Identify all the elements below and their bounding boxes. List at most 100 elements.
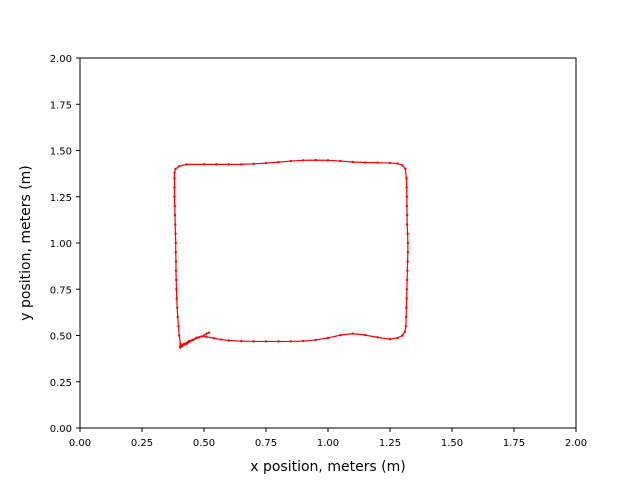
trajectory-point [405, 278, 409, 282]
trajectory-point [406, 232, 409, 235]
trajectory-point [351, 332, 354, 335]
trajectory-point [174, 223, 177, 226]
trajectory-point [195, 336, 198, 339]
trajectory-point [173, 186, 176, 189]
trajectory-point [173, 195, 176, 198]
x-tick-label: 0.25 [131, 438, 153, 449]
trajectory-point [182, 342, 186, 346]
trajectory-point [176, 315, 179, 319]
trajectory-point [277, 340, 280, 343]
trajectory-point [339, 159, 342, 163]
trajectory-point [277, 160, 280, 164]
trajectory-point [326, 159, 330, 162]
trajectory-point [403, 330, 407, 333]
trajectory-point [406, 251, 410, 254]
trajectory-point [405, 214, 409, 217]
trajectory-point [314, 158, 317, 162]
trajectory-point [404, 167, 407, 171]
trajectory-point [177, 325, 180, 328]
y-axis-label: y position, meters (m) [18, 165, 34, 321]
trajectory-point [185, 342, 188, 346]
trajectory-point [174, 167, 177, 171]
x-tick-label: 1.75 [503, 438, 525, 449]
trajectory-point [200, 335, 203, 338]
y-tick-label: 1.50 [50, 147, 72, 158]
trajectory-point [197, 336, 201, 339]
trajectory-point [405, 288, 409, 291]
y-tick-label: 0.75 [50, 285, 72, 296]
trajectory-point [173, 177, 176, 180]
x-tick-label: 1.00 [317, 438, 339, 449]
trajectory-point [215, 163, 218, 166]
trajectory-point [376, 161, 379, 164]
trajectory-point [173, 204, 176, 208]
trajectory-point [179, 342, 182, 346]
trajectory-point [404, 315, 408, 319]
trajectory-point [405, 186, 408, 189]
trajectory-point [264, 340, 268, 343]
x-tick-label: 0.00 [69, 438, 91, 449]
trajectory-point [174, 260, 178, 263]
trajectory-point [388, 338, 392, 341]
trajectory-point [302, 159, 305, 162]
y-tick-label: 1.75 [50, 100, 72, 111]
trajectory-point [252, 162, 255, 166]
trajectory-point [406, 269, 409, 272]
trajectory-point [405, 204, 409, 208]
trajectory-point [175, 278, 178, 282]
x-axis-label: x position, meters (m) [250, 459, 406, 475]
trajectory-point [174, 232, 177, 235]
trajectory-point [401, 334, 404, 337]
trajectory-point [339, 333, 342, 337]
trajectory-point [240, 163, 243, 166]
trajectory-point [205, 335, 208, 338]
trajectory-point [220, 338, 223, 341]
trajectory-point [404, 325, 408, 328]
trajectory-point [176, 306, 179, 309]
trajectory-point [178, 165, 181, 168]
trajectory-point [174, 269, 178, 272]
y-tick-label: 1.25 [50, 193, 72, 204]
trajectory-point [178, 334, 181, 337]
trajectory-point [202, 334, 206, 337]
trajectory-point [264, 161, 268, 165]
trajectory-point [202, 163, 206, 166]
trajectory-point [406, 241, 410, 245]
trajectory-point [396, 162, 399, 165]
trajectory-point [178, 346, 182, 349]
x-tick-label: 0.75 [255, 438, 277, 449]
trajectory-point [227, 339, 230, 342]
trajectory-point [191, 338, 195, 342]
trajectory-point [185, 163, 188, 166]
trajectory-point [252, 340, 255, 343]
trajectory-point [405, 177, 408, 180]
trajectory-point [364, 333, 367, 337]
trajectory-point [175, 297, 178, 300]
plot-area: 0.00 0.25 0.50 0.75 1.00 1.25 1.50 1.75 2.00 0.0… [50, 54, 587, 449]
trajectory-point [396, 336, 399, 340]
trajectory-point [406, 260, 409, 263]
trajectory-point [405, 297, 408, 300]
x-axis-ticks: 0.00 0.25 0.50 0.75 1.00 1.25 1.50 1.75 2.00 [69, 428, 587, 449]
trajectory-point [187, 339, 191, 343]
y-tick-label: 0.00 [50, 424, 72, 435]
x-tick-label: 0.50 [193, 438, 215, 449]
x-tick-label: 1.25 [379, 438, 401, 449]
trajectory-point [205, 332, 208, 335]
trajectory-point [351, 160, 354, 164]
trajectory-point [326, 336, 330, 340]
trajectory-point [207, 331, 211, 334]
trajectory-point [289, 340, 292, 343]
trajectory-point [405, 306, 408, 309]
trajectory-point [405, 223, 409, 226]
y-axis-ticks: 0.00 0.25 0.50 0.75 1.00 1.25 1.50 1.75 2.00 [50, 54, 80, 435]
trajectory-point [289, 159, 292, 163]
trajectory-point [240, 339, 243, 343]
trajectory-point [405, 195, 409, 198]
y-tick-label: 0.25 [50, 378, 72, 389]
trajectory-point [388, 161, 392, 165]
trajectory-point [302, 339, 305, 343]
y-tick-label: 2.00 [50, 54, 72, 65]
